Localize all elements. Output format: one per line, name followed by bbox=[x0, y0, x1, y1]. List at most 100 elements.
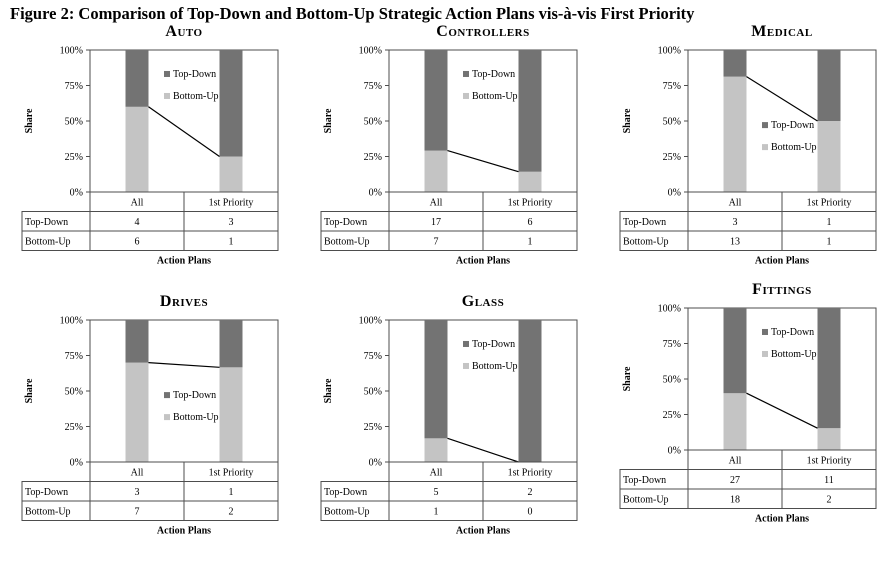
y-tick-label: 0% bbox=[369, 458, 382, 469]
bar-bottom-up-all bbox=[125, 106, 149, 192]
chart-title: Controllers bbox=[436, 23, 529, 40]
legend-swatch-bottom-up bbox=[164, 92, 170, 99]
y-tick-label: 25% bbox=[364, 422, 382, 433]
chart-drives: Drives Share 0% 25% 50% 75% 100% Top-Down Bottom… bbox=[21, 293, 279, 537]
bar-top-down-all bbox=[125, 50, 149, 107]
figure-title: Figure 2: Comparison of Top-Down and Bot… bbox=[10, 4, 695, 23]
bottom-up-trend-line bbox=[746, 392, 818, 429]
legend-swatch-top-down bbox=[463, 340, 469, 347]
chart-glass: Glass Share 0% 25% 50% 75% 100% Top-Down Bottom-… bbox=[320, 293, 578, 537]
table-row-label: Top-Down bbox=[623, 217, 666, 228]
y-axis-label: Share bbox=[323, 108, 334, 133]
bar-top-down-all bbox=[424, 320, 448, 439]
chart-title: Medical bbox=[751, 23, 812, 40]
table-row-label: Bottom-Up bbox=[25, 236, 71, 247]
table-row-label: Top-Down bbox=[324, 487, 367, 498]
bottom-up-trend-line bbox=[148, 106, 220, 157]
legend-label-bottom-up: Bottom-Up bbox=[472, 91, 518, 102]
bottom-up-trend-line bbox=[746, 76, 818, 122]
bar-top-down-1st-priority bbox=[817, 50, 841, 121]
legend-label-top-down: Top-Down bbox=[771, 120, 814, 131]
y-tick-label: 75% bbox=[663, 81, 681, 92]
legend-swatch-top-down bbox=[762, 328, 768, 335]
bar-top-down-all bbox=[424, 50, 448, 151]
table-cell-value: 3 bbox=[135, 487, 140, 498]
x-axis-label: Action Plans bbox=[157, 526, 211, 537]
y-axis-label: Share bbox=[24, 378, 35, 403]
table-cell-value: 13 bbox=[730, 236, 740, 247]
y-tick-label: 75% bbox=[364, 351, 382, 362]
bar-bottom-up-all bbox=[723, 393, 747, 450]
x-axis-label: Action Plans bbox=[755, 256, 809, 267]
chart-controllers: Controllers Share 0% 25% 50% 75% 100% Top-Down B… bbox=[320, 23, 578, 267]
y-tick-label: 100% bbox=[658, 46, 681, 57]
chart-title: Glass bbox=[462, 293, 504, 310]
x-category-label: 1st Priority bbox=[508, 197, 553, 208]
bar-top-down-1st-priority bbox=[219, 320, 243, 368]
y-tick-label: 50% bbox=[65, 117, 83, 128]
bar-bottom-up-all bbox=[424, 438, 448, 462]
table-cell-value: 7 bbox=[434, 236, 439, 247]
table-cell-value: 27 bbox=[730, 475, 740, 486]
x-axis-label: Action Plans bbox=[755, 514, 809, 525]
y-tick-label: 25% bbox=[663, 410, 681, 421]
y-axis-label: Share bbox=[323, 378, 334, 403]
bar-top-down-all bbox=[723, 308, 747, 394]
x-category-label: 1st Priority bbox=[807, 455, 852, 466]
table-row-label: Top-Down bbox=[324, 217, 367, 228]
y-tick-label: 100% bbox=[359, 46, 382, 57]
bar-bottom-up-all bbox=[723, 76, 747, 192]
legend-swatch-bottom-up bbox=[762, 144, 768, 151]
legend-label-bottom-up: Bottom-Up bbox=[771, 142, 817, 153]
y-tick-label: 100% bbox=[60, 316, 83, 327]
legend-swatch-bottom-up bbox=[762, 350, 768, 357]
y-tick-label: 50% bbox=[663, 117, 681, 128]
x-category-label: All bbox=[430, 467, 443, 478]
y-tick-label: 25% bbox=[364, 152, 382, 163]
x-axis-label: Action Plans bbox=[157, 256, 211, 267]
y-tick-label: 75% bbox=[663, 339, 681, 350]
table-cell-value: 7 bbox=[135, 506, 140, 517]
chart-fittings: Fittings Share 0% 25% 50% 75% 100% Top-Down Bott… bbox=[619, 281, 877, 525]
y-axis-label: Share bbox=[24, 108, 35, 133]
chart-title: Drives bbox=[160, 293, 208, 310]
table-cell-value: 2 bbox=[229, 506, 234, 517]
chart-medical: Medical Share 0% 25% 50% 75% 100% Top-Down Botto… bbox=[619, 23, 877, 267]
table-cell-value: 6 bbox=[135, 236, 140, 247]
x-category-label: 1st Priority bbox=[508, 467, 553, 478]
x-category-label: 1st Priority bbox=[807, 197, 852, 208]
table-cell-value: 5 bbox=[434, 487, 439, 498]
bar-top-down-1st-priority bbox=[518, 50, 542, 172]
chart-medical-panel: Medical Share 0% 25% 50% 75% 100% Top-Down Botto… bbox=[606, 14, 886, 279]
table-cell-value: 11 bbox=[824, 475, 834, 486]
legend-label-top-down: Top-Down bbox=[173, 69, 216, 80]
table-cell-value: 6 bbox=[528, 217, 533, 228]
table-cell-value: 1 bbox=[229, 236, 234, 247]
legend-swatch-bottom-up bbox=[164, 414, 170, 421]
bar-top-down-all bbox=[723, 50, 747, 77]
legend-swatch-top-down bbox=[762, 122, 768, 129]
table-row-label: Top-Down bbox=[623, 475, 666, 486]
chart-auto-panel: Auto Share 0% 25% 50% 75% 100% Top-Down Bottom-U… bbox=[8, 14, 288, 279]
table-cell-value: 18 bbox=[730, 494, 740, 505]
bar-bottom-up-1st-priority bbox=[219, 156, 243, 192]
bar-bottom-up-all bbox=[125, 362, 149, 462]
y-tick-label: 0% bbox=[70, 458, 83, 469]
table-cell-value: 1 bbox=[528, 236, 533, 247]
legend-swatch-top-down bbox=[164, 392, 170, 399]
chart-title: Fittings bbox=[752, 281, 812, 298]
x-category-label: All bbox=[131, 467, 144, 478]
y-axis-label: Share bbox=[622, 366, 633, 391]
table-cell-value: 17 bbox=[431, 217, 441, 228]
x-axis-label: Action Plans bbox=[456, 526, 510, 537]
y-tick-label: 0% bbox=[668, 188, 681, 199]
y-tick-label: 50% bbox=[65, 387, 83, 398]
bar-bottom-up-all bbox=[424, 150, 448, 192]
table-cell-value: 1 bbox=[434, 506, 439, 517]
bar-bottom-up-1st-priority bbox=[817, 121, 841, 192]
table-cell-value: 1 bbox=[827, 236, 832, 247]
legend-swatch-bottom-up bbox=[463, 92, 469, 99]
y-axis-label: Share bbox=[622, 108, 633, 133]
table-row-label: Top-Down bbox=[25, 217, 68, 228]
y-tick-label: 50% bbox=[663, 375, 681, 386]
